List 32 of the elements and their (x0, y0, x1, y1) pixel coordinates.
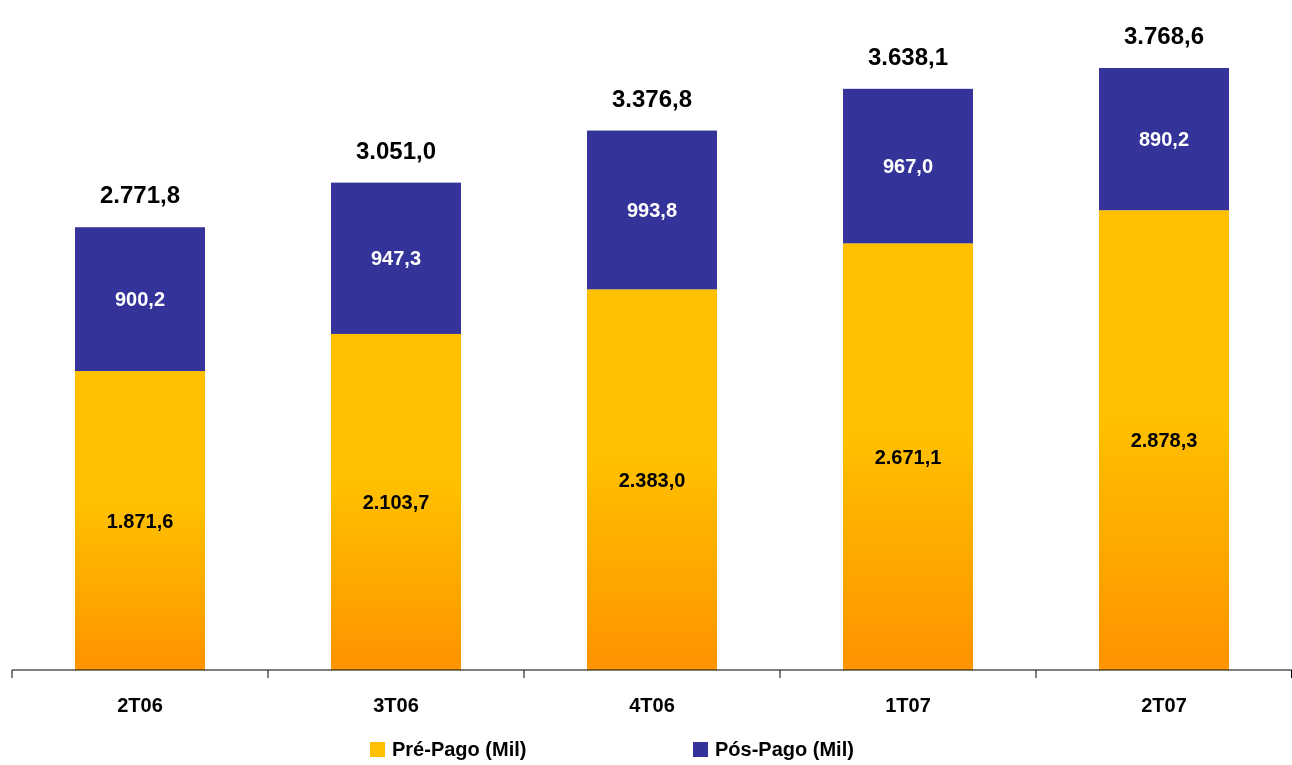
data-label: 2.671,1 (874, 445, 942, 468)
x-tick-label: 2T06 (117, 694, 163, 716)
bar (75, 371, 205, 670)
x-tick-label: 4T06 (629, 694, 675, 716)
total-label: 3.376,8 (611, 84, 693, 112)
bar (75, 227, 205, 372)
data-label: 2.878,3 (1130, 429, 1198, 452)
legend-label: Pós-Pago (Mil) (715, 738, 854, 760)
bar (331, 333, 461, 670)
x-tick-label: 1T07 (885, 694, 931, 716)
bar (1099, 210, 1229, 670)
bar (843, 88, 973, 244)
x-tick-label: 2T07 (1141, 694, 1187, 716)
data-label: 2.103,7 (362, 490, 430, 513)
x-tick-label: 3T06 (373, 694, 419, 716)
data-label: 1.871,6 (106, 509, 174, 532)
bar (1099, 68, 1229, 211)
data-label: 947,3 (370, 247, 422, 270)
total-label: 3.768,6 (1123, 22, 1205, 49)
total-label: 2.771,8 (99, 181, 181, 209)
legend-label: Pré-Pago (Mil) (392, 738, 527, 760)
total-label: 3.051,0 (355, 136, 437, 164)
bar (843, 243, 973, 670)
data-label: 967,0 (882, 155, 934, 178)
data-label: 890,2 (1138, 128, 1190, 151)
bar (587, 130, 717, 290)
data-label: 993,8 (626, 198, 678, 221)
data-label: 2.383,0 (618, 468, 686, 491)
bar (587, 289, 717, 670)
data-label: 900,2 (114, 288, 166, 311)
total-label: 3.638,1 (867, 42, 949, 70)
bar (331, 182, 461, 334)
